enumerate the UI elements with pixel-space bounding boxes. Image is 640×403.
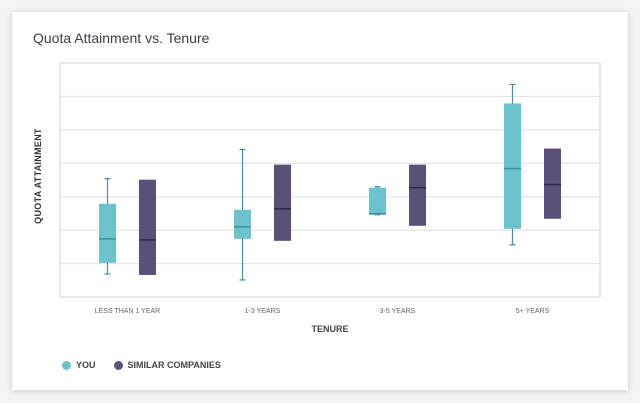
x-tick-label: 5+ YEARS bbox=[516, 308, 550, 315]
x-axis-label: TENURE bbox=[311, 324, 349, 334]
legend: YOU SIMILAR COMPANIES bbox=[62, 360, 221, 370]
box-you bbox=[234, 209, 251, 239]
box-you bbox=[504, 103, 521, 229]
chart-card bbox=[12, 12, 628, 390]
x-tick-label: 3-5 YEARS bbox=[380, 308, 416, 315]
chart-title: Quota Attainment vs. Tenure bbox=[33, 30, 210, 46]
x-tick-label: LESS THAN 1 YEAR bbox=[95, 308, 161, 315]
box-you bbox=[369, 187, 386, 215]
plot-frame bbox=[59, 62, 601, 298]
legend-item-you[interactable]: YOU bbox=[62, 360, 96, 370]
legend-item-similar-companies[interactable]: SIMILAR COMPANIES bbox=[113, 360, 221, 370]
legend-label-similar-companies: SIMILAR COMPANIES bbox=[127, 360, 221, 370]
box-similar-companies bbox=[544, 148, 561, 219]
legend-swatch-you bbox=[62, 360, 71, 370]
box-similar-companies bbox=[139, 179, 156, 275]
box-you bbox=[99, 203, 116, 263]
box-similar-companies bbox=[274, 164, 291, 241]
legend-label-you: YOU bbox=[76, 360, 96, 370]
x-tick-label: 1-3 YEARS bbox=[245, 308, 281, 315]
legend-swatch-similar-companies bbox=[113, 360, 123, 370]
box-similar-companies bbox=[409, 164, 426, 226]
